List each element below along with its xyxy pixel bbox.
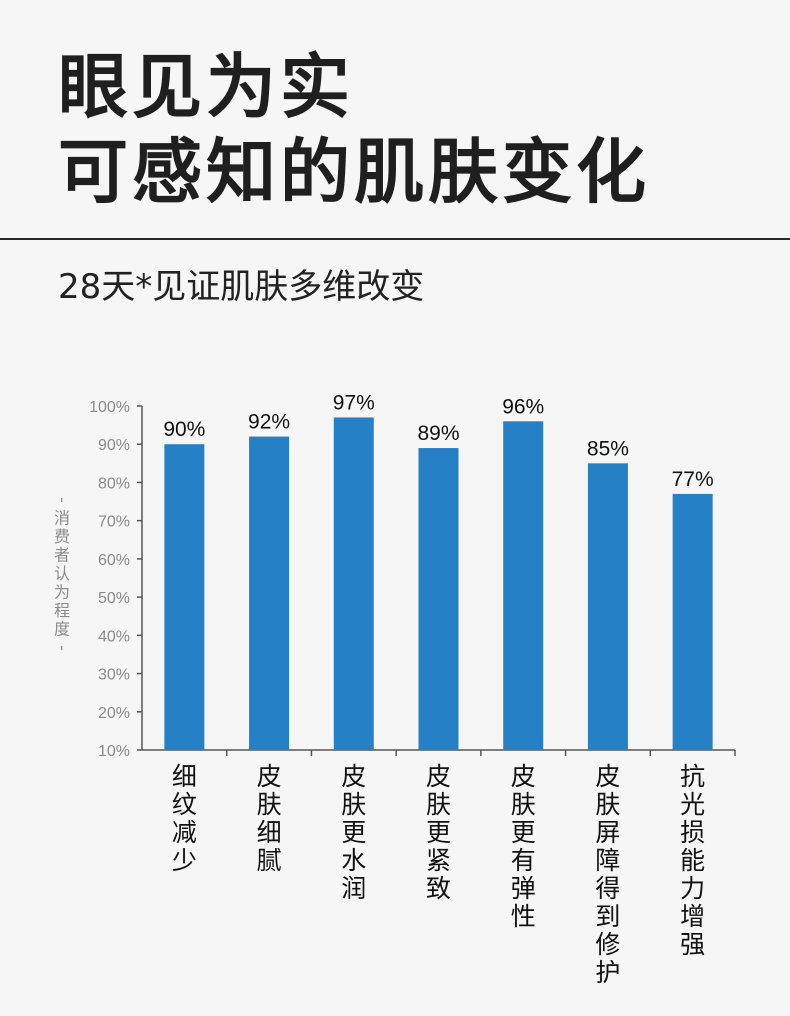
y-axis-label-char: 费 (54, 527, 70, 546)
y-axis-label-char: 认 (54, 564, 70, 583)
bar (418, 448, 459, 750)
bar (164, 444, 205, 750)
y-tick-label: 50% (98, 590, 130, 607)
category-label-char: 致 (426, 874, 451, 903)
bar-data-label: 89% (417, 422, 459, 445)
bar (503, 421, 544, 750)
bar-data-label: 85% (587, 437, 629, 460)
category-label-char: 水 (341, 846, 366, 875)
category-label-char: 润 (341, 874, 366, 903)
bar-data-label: 97% (333, 391, 375, 414)
category-label-char: 障 (595, 846, 620, 875)
category-label-char: 肤 (257, 790, 282, 819)
category-label-char: 皮 (257, 762, 282, 791)
y-axis-label-char: 消 (54, 509, 70, 528)
bar (333, 417, 374, 750)
bar-data-label: 92% (248, 411, 290, 434)
category-label-char: 得 (595, 874, 620, 903)
y-tick-label: 70% (98, 514, 130, 531)
y-tick-label: 30% (98, 667, 130, 684)
y-tick-label: 60% (98, 552, 130, 569)
y-axis-label-char: 为 (54, 583, 70, 602)
category-label-char: 肤 (595, 790, 620, 819)
page-subtitle: 28天*见证肌肤多维改变 (58, 267, 425, 307)
bar (672, 493, 713, 750)
title-divider (0, 238, 790, 240)
bar (587, 463, 628, 750)
category-label-char: 抗 (680, 762, 705, 791)
category-label-char: 更 (341, 818, 366, 847)
category-label-char: 有 (511, 846, 536, 875)
bar (249, 436, 290, 750)
category-label-char: 增 (680, 902, 705, 931)
y-axis-label-char: 者 (54, 546, 70, 565)
page-title-line1: 眼见为实 (58, 46, 354, 128)
category-label-char: 减 (172, 818, 197, 847)
category-label-char: 紧 (426, 846, 451, 875)
category-label-char: 细 (257, 818, 282, 847)
category-label-char: 腻 (257, 846, 282, 875)
category-label-char: 细 (172, 762, 197, 791)
y-axis-label-char: - (53, 645, 72, 651)
category-label-char: 皮 (595, 762, 620, 791)
category-label-char: 力 (680, 874, 705, 903)
category-label-char: 皮 (341, 762, 366, 791)
y-tick-label: 20% (98, 705, 130, 722)
y-tick-label: 10% (98, 743, 130, 760)
y-tick-label: 40% (98, 628, 130, 645)
category-label-char: 修 (595, 930, 620, 959)
category-label-char: 光 (680, 790, 705, 819)
category-label-char: 皮 (511, 762, 536, 791)
category-label-char: 皮 (426, 762, 451, 791)
category-label-char: 肤 (341, 790, 366, 819)
category-label-char: 强 (680, 930, 705, 959)
category-label-char: 护 (595, 958, 620, 987)
y-axis-label-char: 度 (54, 620, 70, 639)
y-tick-label: 100% (89, 399, 130, 416)
y-axis-label-char: - (53, 497, 72, 503)
category-label-char: 更 (426, 818, 451, 847)
bar-data-label: 96% (502, 395, 544, 418)
category-label-char: 到 (595, 902, 620, 931)
page-title-line2: 可感知的肌肤变化 (58, 131, 650, 213)
category-label-char: 弹 (511, 874, 536, 903)
y-tick-label: 80% (98, 475, 130, 492)
category-label-char: 纹 (172, 790, 197, 819)
category-label-char: 屏 (595, 818, 620, 847)
category-label-char: 性 (511, 902, 536, 931)
bar-data-label: 90% (163, 418, 205, 441)
category-label-char: 更 (511, 818, 536, 847)
category-label-char: 肤 (426, 790, 451, 819)
category-label-char: 损 (680, 818, 705, 847)
category-label-char: 少 (172, 846, 197, 875)
category-label-char: 肤 (511, 790, 536, 819)
bar-data-label: 77% (672, 468, 714, 491)
y-tick-label: 90% (98, 437, 130, 454)
y-axis-label-char: 程 (54, 601, 70, 620)
category-label-char: 能 (680, 846, 705, 875)
